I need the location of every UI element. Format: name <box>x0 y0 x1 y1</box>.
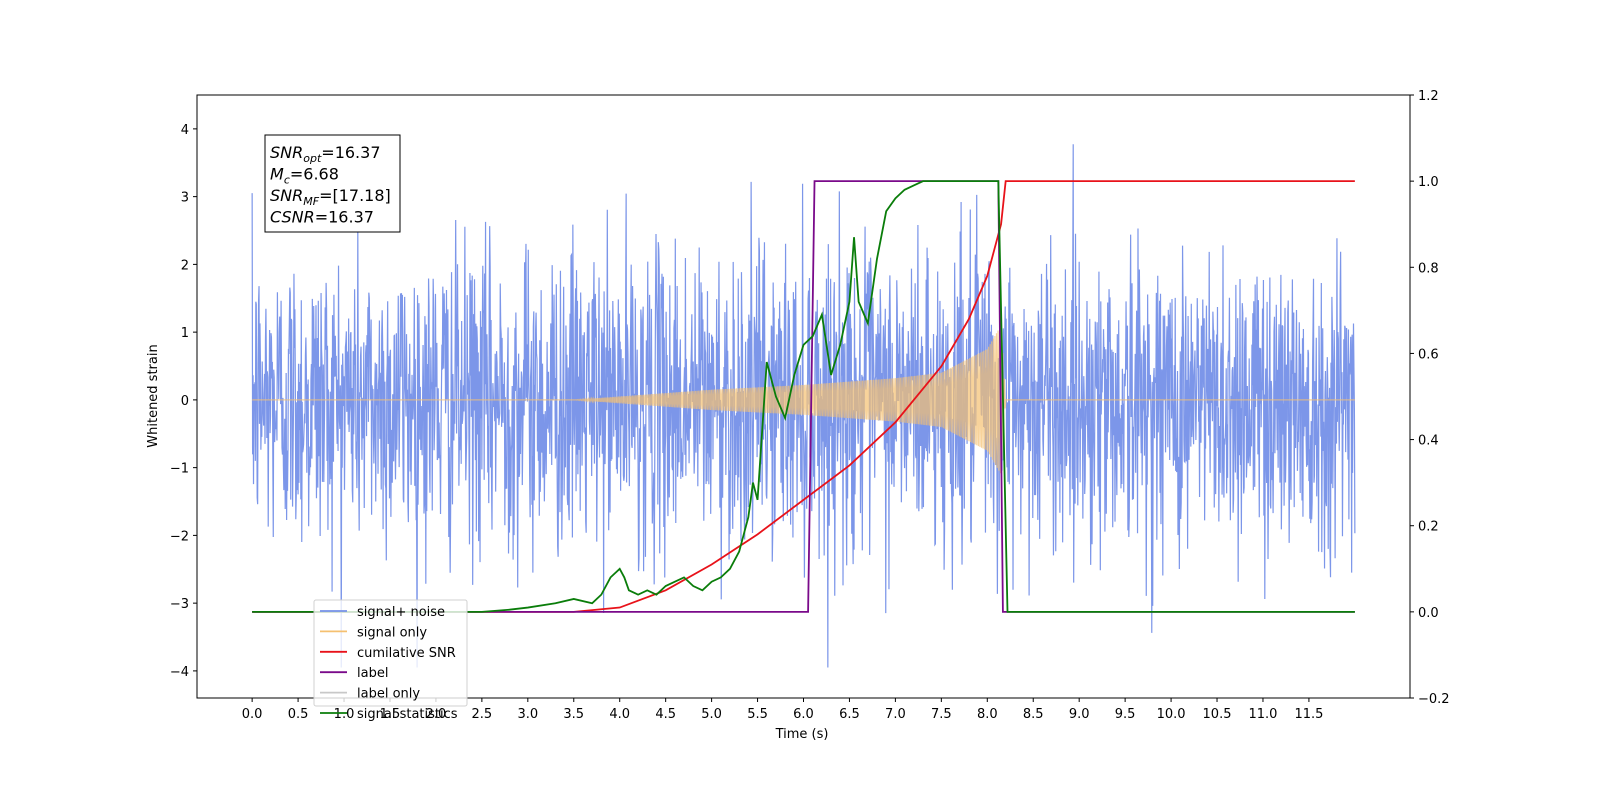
y-tick-label: −1 <box>170 462 189 477</box>
y-right-tick-label: 1.2 <box>1418 89 1439 104</box>
legend-entry: signal+ noise <box>357 605 445 620</box>
x-tick-label: 10.5 <box>1203 707 1232 722</box>
series-signal-statistics <box>252 180 1355 613</box>
y-axis-label: Whitened strain <box>146 344 161 447</box>
series-signal-only <box>252 327 1355 474</box>
x-axis: 0.0 0.5 1.0 1.5 2.0 2.5 3.0 3.5 4.0 4.5 5.0 5.5 6.0 6… <box>242 698 1323 722</box>
x-tick-label: 5.5 <box>747 707 768 722</box>
x-tick-label: 7.5 <box>931 707 952 722</box>
y-right-tick-label: 0.8 <box>1418 261 1439 276</box>
series-signal-noise <box>251 144 1356 668</box>
annotation-line: Mc=6.68 <box>270 165 339 187</box>
legend: signal+ noise signal only cumilative SNR la… <box>313 599 468 722</box>
x-tick-label: 3.0 <box>517 707 538 722</box>
x-tick-label: 1.5 <box>380 707 401 722</box>
x-tick-label: 2.0 <box>426 707 447 722</box>
y-tick-label: 3 <box>181 191 189 206</box>
y-tick-label: −2 <box>170 529 189 544</box>
x-tick-label: 9.5 <box>1115 707 1136 722</box>
x-tick-label: 2.5 <box>472 707 493 722</box>
y-right-tick-label: 0.6 <box>1418 347 1439 362</box>
x-tick-label: 10.0 <box>1157 707 1186 722</box>
legend-frame <box>313 599 468 707</box>
y-tick-label: −3 <box>170 597 189 612</box>
y-right-tick-label: 1.0 <box>1418 175 1439 190</box>
x-tick-label: 1.0 <box>334 707 355 722</box>
y-axis-right: 1.2 1.0 0.8 0.6 0.4 0.2 0.0 −0.2 <box>1410 89 1450 707</box>
x-tick-label: 8.0 <box>977 707 998 722</box>
x-tick-label: 6.5 <box>839 707 860 722</box>
annotation-frame <box>264 134 401 233</box>
y-tick-label: 4 <box>181 123 189 138</box>
x-tick-label: 4.5 <box>655 707 676 722</box>
annotation-box: SNRopt=16.37Mc=6.68SNRMF=[17.18]CSNR=16.… <box>264 134 401 233</box>
annotation-line: SNRopt=16.37 <box>270 143 381 165</box>
legend-entry: signal statistics <box>357 707 458 722</box>
x-tick-label: 0.0 <box>242 707 263 722</box>
legend-entry: label <box>357 666 388 681</box>
x-tick-label: 11.5 <box>1294 707 1323 722</box>
x-tick-label: 9.0 <box>1069 707 1090 722</box>
x-axis-label: Time (s) <box>775 727 829 742</box>
x-tick-label: 4.0 <box>609 707 630 722</box>
annotation-line: SNRMF=[17.18] <box>270 186 391 208</box>
annotation-line: CSNR=16.37 <box>270 208 374 227</box>
legend-entry: cumilative SNR <box>357 646 456 661</box>
x-tick-label: 8.5 <box>1023 707 1044 722</box>
y-right-tick-label: 0.4 <box>1418 434 1439 449</box>
y-right-tick-label: 0.2 <box>1418 520 1439 535</box>
x-tick-label: 7.0 <box>885 707 906 722</box>
x-tick-label: 3.5 <box>563 707 584 722</box>
y-right-tick-label: −0.2 <box>1418 692 1450 707</box>
y-tick-label: 2 <box>181 258 189 273</box>
legend-entry: signal only <box>357 625 427 640</box>
x-tick-label: 0.5 <box>288 707 309 722</box>
legend-entry: label only <box>357 687 420 702</box>
x-tick-label: 6.0 <box>793 707 814 722</box>
y-tick-label: −4 <box>170 665 189 680</box>
x-tick-label: 11.0 <box>1248 707 1277 722</box>
y-axis-left: 4 3 2 1 0 −1 −2 −3 −4 <box>170 123 197 680</box>
plot-area <box>251 144 1356 668</box>
x-tick-label: 5.0 <box>701 707 722 722</box>
y-tick-label: 0 <box>181 394 189 409</box>
y-right-tick-label: 0.0 <box>1418 606 1439 621</box>
y-tick-label: 1 <box>181 326 189 341</box>
